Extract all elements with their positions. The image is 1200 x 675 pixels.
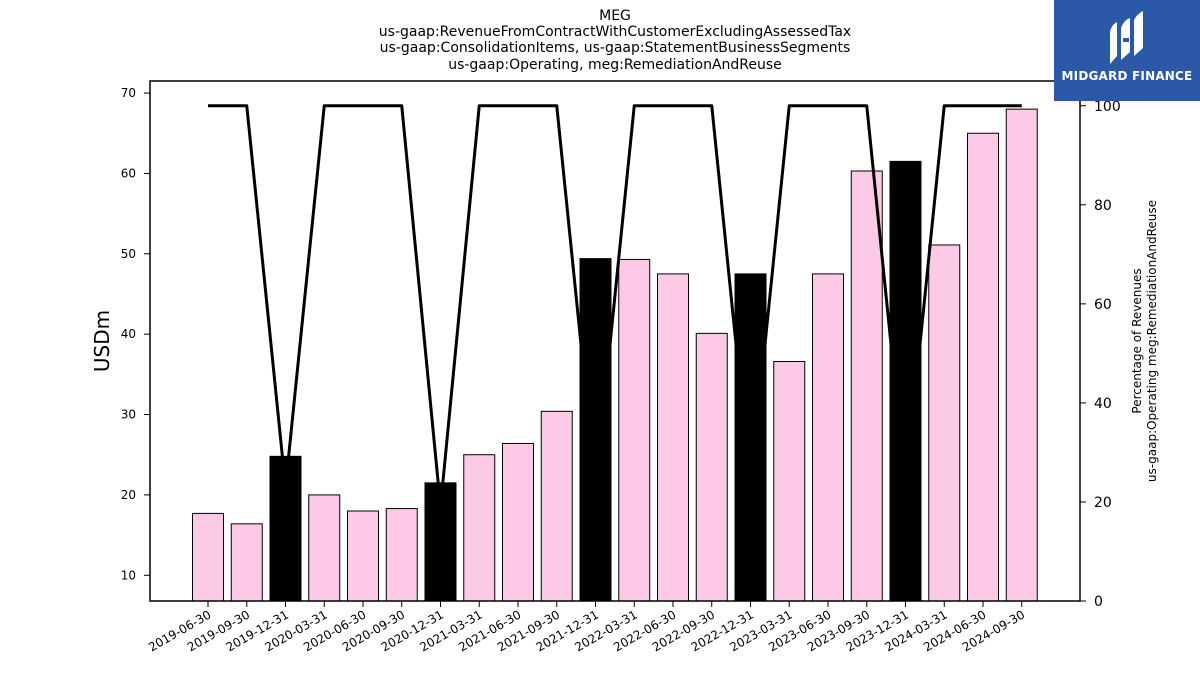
y-axis-left: 10 20 30 40 50 60 70 bbox=[121, 86, 150, 582]
bar-2024-06-30 bbox=[967, 132, 999, 602]
bar-2024-03-31 bbox=[928, 244, 961, 602]
plot-frame bbox=[149, 80, 1081, 602]
y2-tick-label: 20 bbox=[1094, 495, 1112, 511]
logo-text: MIDGARD FINANCE bbox=[1061, 69, 1193, 83]
title-line-3: us-gaap:ConsolidationItems, us-gaap:Stat… bbox=[380, 40, 851, 56]
y2-tick-label: 100 bbox=[1094, 99, 1121, 115]
bar-2023-03-31 bbox=[773, 360, 806, 602]
y2-tick-label: 60 bbox=[1094, 297, 1112, 313]
bar-2020-09-30 bbox=[385, 508, 418, 602]
bar-2020-06-30 bbox=[347, 510, 379, 602]
bar-2024-09-30 bbox=[1005, 108, 1038, 602]
y-tick-label: 60 bbox=[121, 166, 136, 180]
y-axis-right: 0 20 40 60 80 100 bbox=[1080, 99, 1121, 610]
y-tick-label: 30 bbox=[121, 408, 136, 422]
y-tick-label: 40 bbox=[121, 327, 136, 341]
bar-2021-12-31 bbox=[579, 258, 612, 602]
y-axis-label: USDm bbox=[90, 310, 114, 372]
y-tick-label: 20 bbox=[121, 488, 136, 502]
bar-2022-03-31 bbox=[618, 258, 651, 602]
bar-2019-06-30 bbox=[192, 512, 224, 602]
y2-tick-label: 40 bbox=[1094, 396, 1112, 412]
title-line-2: us-gaap:RevenueFromContractWithCustomerE… bbox=[379, 24, 851, 40]
bar-2021-03-31 bbox=[463, 454, 496, 602]
brand-logo: MIDGARD FINANCE bbox=[1054, 0, 1200, 101]
y2-axis-label-line-1: Percentage of Revenues bbox=[1130, 268, 1144, 413]
bar-2021-09-30 bbox=[540, 410, 573, 602]
bar-series bbox=[192, 108, 1038, 602]
bar-2022-09-30 bbox=[695, 332, 728, 602]
y2-tick-label: 80 bbox=[1094, 198, 1112, 214]
y-tick-label: 10 bbox=[121, 568, 136, 582]
x-axis: 2019-06-302019-09-302019-12-312020-03-31… bbox=[146, 601, 1027, 654]
y-tick-label: 70 bbox=[121, 86, 136, 100]
bar-2019-09-30 bbox=[230, 523, 263, 602]
bar-2022-12-31 bbox=[734, 273, 767, 602]
bar-2020-03-31 bbox=[308, 494, 341, 602]
y-tick-label: 50 bbox=[121, 247, 136, 261]
bar-2021-06-30 bbox=[502, 442, 534, 602]
percentage-line bbox=[208, 104, 1022, 509]
bar-2022-06-30 bbox=[657, 273, 689, 602]
percentage-series bbox=[208, 104, 1022, 509]
bar-2023-09-30 bbox=[850, 170, 883, 602]
midgard-logo-icon bbox=[1110, 11, 1143, 64]
y2-axis-label-line-2: us-gaap:Operating meg:RemediationAndReus… bbox=[1145, 200, 1159, 482]
bar-2023-06-30 bbox=[812, 273, 844, 602]
chart-title: MEG us-gaap:RevenueFromContractWithCusto… bbox=[379, 8, 851, 73]
title-line-4: us-gaap:Operating, meg:RemediationAndReu… bbox=[448, 57, 782, 73]
title-line-1: MEG bbox=[599, 8, 631, 24]
y2-tick-label: 0 bbox=[1094, 594, 1103, 610]
